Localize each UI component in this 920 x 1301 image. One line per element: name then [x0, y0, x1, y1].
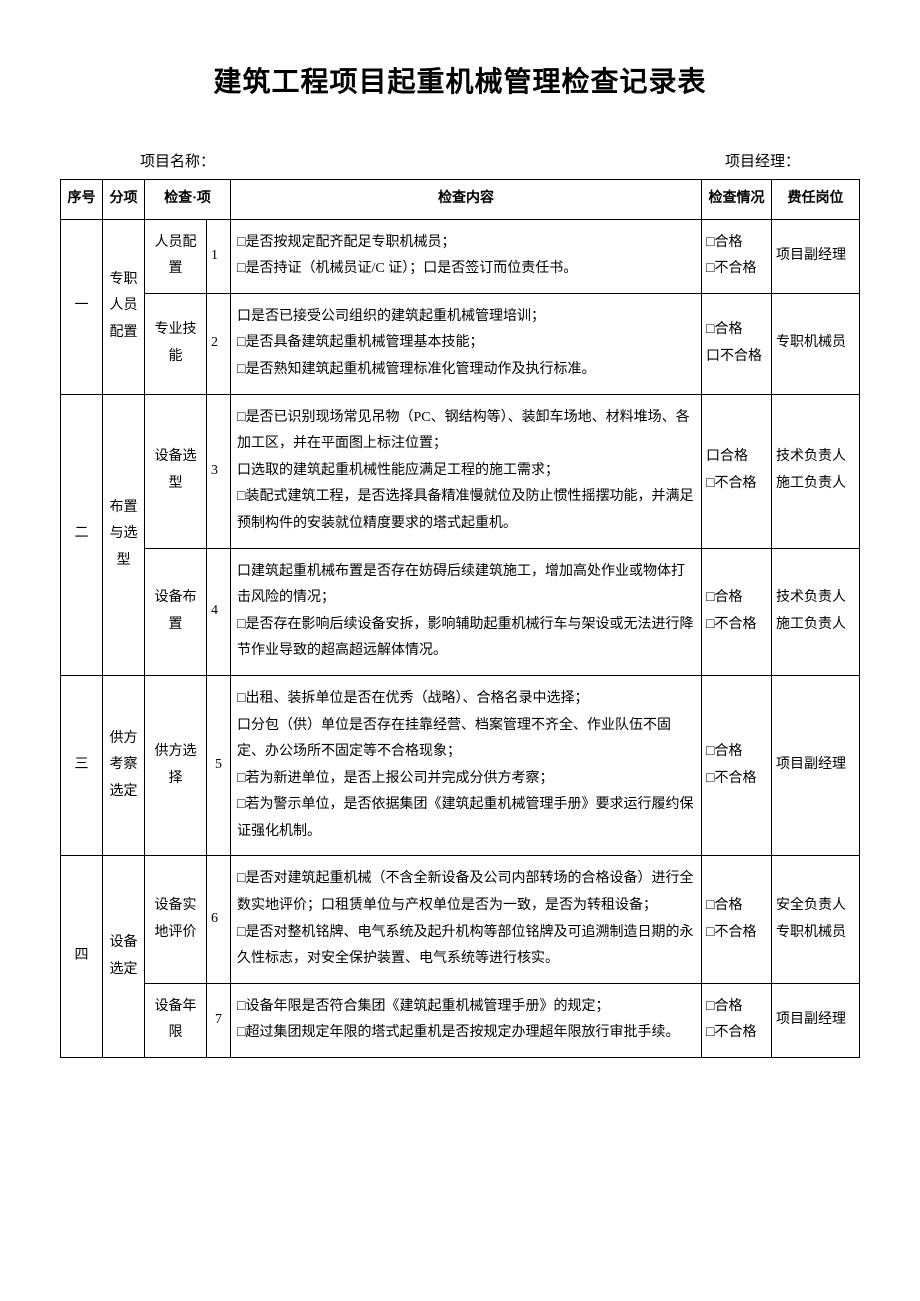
status-cell: 口合格 □不合格 — [702, 394, 772, 548]
category-cell: 专职人员配置 — [103, 219, 145, 394]
status-fail: □不合格 — [706, 766, 767, 793]
content-cell: □是否对建筑起重机械（不含全新设备及公司内部转场的合格设备）进行全数实地评价；口… — [231, 856, 702, 983]
status-fail: □不合格 — [706, 256, 767, 283]
status-cell: □合格 □不合格 — [702, 675, 772, 856]
content-cell: □是否已识别现场常见吊物（PC、钢结构等）、装卸车场地、材料堆场、各加工区，并在… — [231, 394, 702, 548]
content-cell: 口是否已接受公司组织的建筑起重机械管理培训；□是否具备建筑起重机械管理基本技能；… — [231, 293, 702, 394]
header-item: 检查·项 — [145, 180, 231, 220]
responsible-cell: 专职机械员 — [772, 293, 860, 394]
status-fail: 口不合格 — [706, 344, 767, 371]
header-responsible: 费任岗位 — [772, 180, 860, 220]
status-fail: □不合格 — [706, 612, 767, 639]
project-manager-label: 项目经理： — [725, 150, 800, 171]
status-cell: □合格 □不合格 — [702, 548, 772, 675]
status-fail: □不合格 — [706, 920, 767, 947]
content-cell: □出租、装拆单位是否在优秀（战略）、合格名录中选择；口分包（供）单位是否存在挂靠… — [231, 675, 702, 856]
header-status: 检查情况 — [702, 180, 772, 220]
status-cell: □合格 口不合格 — [702, 293, 772, 394]
idx-cell: 6 — [207, 856, 231, 983]
seq-cell: 四 — [61, 856, 103, 1058]
table-row: 设备年限 7 □设备年限是否符合集团《建筑起重机械管理手册》的规定；□超过集团规… — [61, 983, 860, 1057]
item-cell: 人员配置 — [145, 219, 207, 293]
seq-cell: 一 — [61, 219, 103, 394]
table-row: 专业技能 2 口是否已接受公司组织的建筑起重机械管理培训；□是否具备建筑起重机械… — [61, 293, 860, 394]
table-row: 四 设备选定 设备实地评价 6 □是否对建筑起重机械（不含全新设备及公司内部转场… — [61, 856, 860, 983]
content-cell: □设备年限是否符合集团《建筑起重机械管理手册》的规定；□超过集团规定年限的塔式起… — [231, 983, 702, 1057]
meta-row: 项目名称： 项目经理： — [60, 150, 860, 171]
table-row: 一 专职人员配置 人员配置 1 □是否按规定配齐配足专职机械员；□是否持证（机械… — [61, 219, 860, 293]
status-pass: □合格 — [706, 317, 767, 344]
status-pass: □合格 — [706, 739, 767, 766]
status-pass: □合格 — [706, 585, 767, 612]
category-cell: 设备选定 — [103, 856, 145, 1058]
header-content: 检查内容 — [231, 180, 702, 220]
responsible-cell: 技术负责人施工负责人 — [772, 394, 860, 548]
item-cell: 设备实地评价 — [145, 856, 207, 983]
status-fail: □不合格 — [706, 1020, 767, 1047]
responsible-cell: 项目副经理 — [772, 675, 860, 856]
responsible-cell: 项目副经理 — [772, 219, 860, 293]
status-pass: □合格 — [706, 994, 767, 1021]
item-cell: 专业技能 — [145, 293, 207, 394]
table-header-row: 序号 分项 检查·项 检查内容 检查情况 费任岗位 — [61, 180, 860, 220]
idx-cell: 4 — [207, 548, 231, 675]
inspection-table: 序号 分项 检查·项 检查内容 检查情况 费任岗位 一 专职人员配置 人员配置 … — [60, 179, 860, 1058]
status-pass: 口合格 — [706, 444, 767, 471]
item-cell: 设备布置 — [145, 548, 207, 675]
table-row: 设备布置 4 口建筑起重机械布置是否存在妨碍后续建筑施工，增加高处作业或物体打击… — [61, 548, 860, 675]
content-cell: □是否按规定配齐配足专职机械员；□是否持证（机械员证/C 证）；口是否签订而位责… — [231, 219, 702, 293]
content-cell: 口建筑起重机械布置是否存在妨碍后续建筑施工，增加高处作业或物体打击风险的情况；□… — [231, 548, 702, 675]
responsible-cell: 安全负责人专职机械员 — [772, 856, 860, 983]
idx-cell: 5 — [207, 675, 231, 856]
project-name-label: 项目名称： — [140, 150, 215, 171]
status-pass: □合格 — [706, 230, 767, 257]
table-row: 二 布置与选型 设备选型 3 □是否已识别现场常见吊物（PC、钢结构等）、装卸车… — [61, 394, 860, 548]
page-title: 建筑工程项目起重机械管理检查记录表 — [60, 60, 860, 100]
item-cell: 设备选型 — [145, 394, 207, 548]
status-fail: □不合格 — [706, 471, 767, 498]
responsible-cell: 技术负责人施工负责人 — [772, 548, 860, 675]
seq-cell: 三 — [61, 675, 103, 856]
category-cell: 布置与选型 — [103, 394, 145, 675]
responsible-cell: 项目副经理 — [772, 983, 860, 1057]
idx-cell: 7 — [207, 983, 231, 1057]
category-cell: 供方考察选定 — [103, 675, 145, 856]
status-cell: □合格 □不合格 — [702, 219, 772, 293]
item-cell: 设备年限 — [145, 983, 207, 1057]
status-cell: □合格 □不合格 — [702, 856, 772, 983]
idx-cell: 3 — [207, 394, 231, 548]
seq-cell: 二 — [61, 394, 103, 675]
header-category: 分项 — [103, 180, 145, 220]
status-cell: □合格 □不合格 — [702, 983, 772, 1057]
idx-cell: 1 — [207, 219, 231, 293]
item-cell: 供方选择 — [145, 675, 207, 856]
idx-cell: 2 — [207, 293, 231, 394]
table-row: 三 供方考察选定 供方选择 5 □出租、装拆单位是否在优秀（战略）、合格名录中选… — [61, 675, 860, 856]
status-pass: □合格 — [706, 893, 767, 920]
header-seq: 序号 — [61, 180, 103, 220]
